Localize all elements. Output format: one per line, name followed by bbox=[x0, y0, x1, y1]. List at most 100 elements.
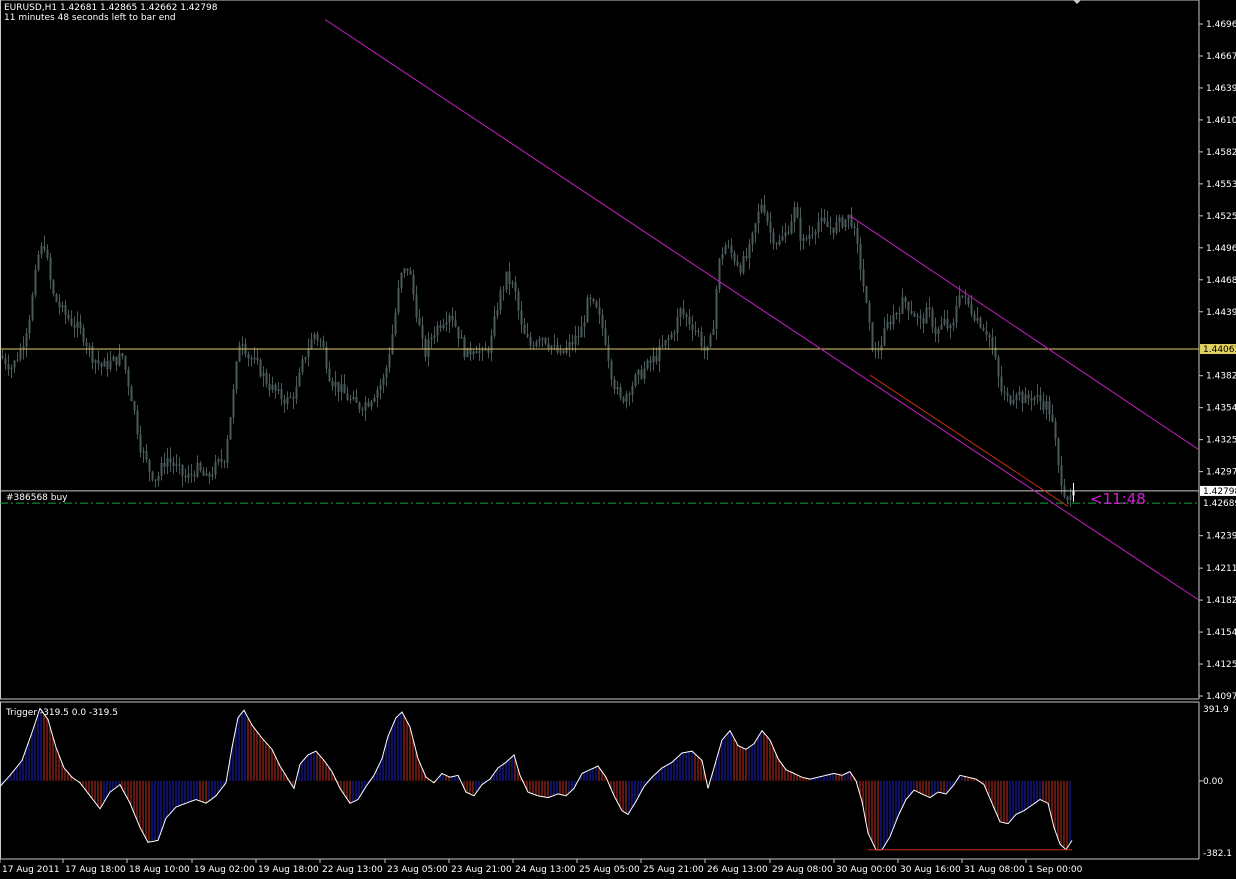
candle-body bbox=[835, 222, 838, 233]
candle-body bbox=[364, 402, 367, 411]
trendline-0[interactable] bbox=[324, 19, 1199, 600]
candle-body bbox=[532, 345, 535, 347]
candle-body bbox=[64, 305, 67, 315]
candle-body bbox=[310, 338, 313, 350]
candle-body bbox=[493, 316, 496, 336]
candle-body bbox=[223, 461, 226, 463]
candle-body bbox=[1069, 495, 1072, 501]
candle-body bbox=[661, 345, 664, 347]
candle-body bbox=[220, 459, 223, 462]
candle-body bbox=[631, 386, 634, 396]
candle-body bbox=[562, 350, 565, 353]
candle-body bbox=[1039, 395, 1042, 402]
candle-body bbox=[334, 381, 337, 387]
price-tick-label: 1.42110 bbox=[1206, 564, 1236, 574]
candle-body bbox=[1060, 464, 1063, 486]
candle-body bbox=[748, 244, 751, 259]
main-chart[interactable]: 1.46960 1.46675 1.46390 1.46105 1.45820 1.455… bbox=[0, 0, 1236, 702]
candle-body bbox=[1024, 394, 1027, 404]
candle-body bbox=[772, 232, 775, 244]
candle-body bbox=[139, 434, 142, 453]
candle-body bbox=[634, 374, 637, 387]
chart-shift-marker-icon[interactable] bbox=[1073, 0, 1081, 4]
trendline-2[interactable] bbox=[869, 374, 1069, 507]
candle-body bbox=[859, 243, 862, 270]
candle-body bbox=[100, 363, 103, 367]
candle-body bbox=[526, 333, 529, 337]
time-tick-label: 25 Aug 05:00 bbox=[579, 865, 640, 875]
candle-body bbox=[640, 369, 643, 379]
candle-body bbox=[970, 304, 973, 315]
candle-body bbox=[52, 280, 55, 294]
candle-body bbox=[1054, 421, 1057, 439]
time-axis: 17 Aug 2011 17 Aug 18:00 18 Aug 10:00 19 Au… bbox=[0, 859, 1083, 875]
price-tick-label: 1.41540 bbox=[1206, 628, 1236, 638]
candle-body bbox=[217, 459, 220, 462]
candle-body bbox=[469, 347, 472, 355]
candle-body bbox=[106, 360, 109, 370]
candle-body bbox=[112, 356, 115, 361]
candle-body bbox=[1063, 485, 1066, 497]
candle-body bbox=[487, 349, 490, 353]
time-tick-label: 17 Aug 18:00 bbox=[65, 865, 126, 875]
candle-body bbox=[793, 207, 796, 222]
candle-body bbox=[643, 368, 646, 379]
candle-body bbox=[388, 353, 391, 368]
time-tick-label: 29 Aug 08:00 bbox=[772, 865, 833, 875]
candle-body bbox=[889, 321, 892, 325]
candle-body bbox=[283, 399, 286, 404]
candle-body bbox=[568, 342, 571, 348]
indicator-label: Trigger -319.5 0.0 -319.5 bbox=[5, 708, 118, 718]
price-tick-label: 1.45250 bbox=[1206, 212, 1236, 222]
candle-body bbox=[142, 451, 145, 453]
candle-body bbox=[892, 314, 895, 325]
candle-body bbox=[547, 343, 550, 349]
candle-body bbox=[436, 325, 439, 336]
price-tick-label: 1.41825 bbox=[1206, 596, 1236, 606]
candle-body bbox=[820, 217, 823, 222]
candle-body bbox=[946, 318, 949, 329]
candle-body bbox=[667, 338, 670, 341]
candle-body bbox=[676, 316, 679, 333]
candle-body bbox=[907, 301, 910, 311]
candle-body bbox=[211, 474, 214, 477]
candle-body bbox=[160, 462, 163, 476]
candle-body bbox=[484, 349, 487, 351]
indicator-window[interactable]: Trigger -319.5 0.0 -319.5 391.9 0.00 -38… bbox=[0, 701, 1232, 860]
candle-body bbox=[304, 357, 307, 360]
candle-body bbox=[196, 462, 199, 477]
price-box-0 bbox=[1200, 344, 1236, 355]
candle-body bbox=[781, 236, 784, 241]
time-tick-label: 30 Aug 00:00 bbox=[836, 865, 897, 875]
candle-body bbox=[550, 345, 553, 349]
candle-body bbox=[763, 204, 766, 213]
candle-body bbox=[637, 369, 640, 375]
candle-body bbox=[292, 396, 295, 399]
candle-body bbox=[19, 348, 22, 360]
price-tick-label: 1.46390 bbox=[1206, 84, 1236, 94]
candle-body bbox=[40, 245, 43, 255]
price-tick-label: 1.42399 bbox=[1206, 532, 1236, 542]
trigger-histogram bbox=[1, 709, 1203, 850]
candle-body bbox=[1009, 395, 1012, 404]
candle-body bbox=[94, 360, 97, 363]
candle-body bbox=[988, 335, 991, 338]
candle-body bbox=[718, 259, 721, 290]
candle-body bbox=[199, 462, 202, 471]
trendline-1[interactable] bbox=[849, 215, 1199, 450]
price-box-label-2: 1.42689 bbox=[1203, 499, 1236, 509]
price-tick-label: 1.43540 bbox=[1206, 404, 1236, 414]
candle-body bbox=[439, 325, 442, 328]
candle-body bbox=[751, 232, 754, 245]
candle-body bbox=[277, 389, 280, 391]
candle-body bbox=[766, 212, 769, 223]
candle-body bbox=[814, 232, 817, 235]
candle-body bbox=[481, 350, 484, 352]
candle-body bbox=[826, 221, 829, 227]
candle-body bbox=[298, 372, 301, 387]
candle-body bbox=[529, 336, 532, 346]
candle-body bbox=[418, 317, 421, 326]
candle-body bbox=[4, 358, 7, 365]
candle-body bbox=[301, 359, 304, 373]
